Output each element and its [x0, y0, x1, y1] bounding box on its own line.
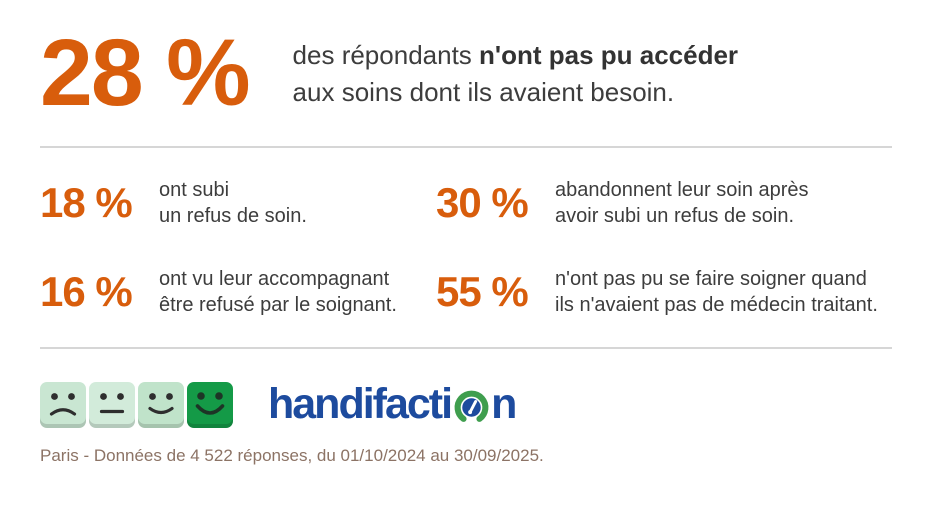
hero-line-1-bold: n'ont pas pu accéder	[479, 39, 739, 70]
wordmark-text-suffix: n	[491, 380, 517, 428]
hero-section: 28 % des répondants n'ont pas pu accéder…	[40, 26, 892, 121]
stat-abandon-soin: 30 % abandonnent leur soin après avoir s…	[436, 177, 892, 229]
smile-face-icon	[138, 381, 184, 428]
stat-refus-de-soin: 18 % ont subi un refus de soin.	[40, 177, 436, 229]
mood-tiles	[40, 381, 233, 428]
neutral-face-icon	[89, 381, 135, 428]
wordmark-text-prefix: handifacti	[268, 380, 453, 428]
stat-line-2: un refus de soin.	[159, 205, 307, 227]
sad-face-icon	[40, 381, 86, 428]
divider-bottom	[40, 347, 892, 349]
handifaction-wordmark: handifacti n	[268, 380, 517, 429]
hero-percentage: 28 %	[40, 20, 251, 126]
happy-face-icon	[187, 381, 233, 428]
stat-line-1: ont subi	[159, 179, 230, 201]
stat-percentage: 55 %	[436, 268, 529, 315]
hero-line-1: des répondants n'ont pas pu accéder	[293, 37, 739, 74]
stat-line-2: avoir subi un refus de soin.	[555, 205, 795, 227]
gauge-icon	[454, 390, 489, 422]
stat-accompagnant-refuse: 16 % ont vu leur accompagnant être refus…	[40, 266, 436, 318]
hero-line-1-normal: des répondants	[292, 39, 480, 70]
stat-description: ont subi un refus de soin.	[159, 177, 307, 229]
stat-line-1: n'ont pas pu se faire soigner quand	[555, 268, 867, 290]
stat-line-2: être refusé par le soignant.	[159, 294, 397, 316]
hero-description: des répondants n'ont pas pu accéder aux …	[293, 37, 739, 111]
footer-source-note: Paris - Données de 4 522 réponses, du 01…	[40, 446, 544, 465]
stats-grid: 18 % ont subi un refus de soin. 30 % aba…	[40, 177, 892, 318]
stat-line-2: ils n'avaient pas de médecin traitant.	[555, 294, 878, 316]
stat-line-1: abandonnent leur soin après	[555, 179, 809, 201]
stat-percentage: 30 %	[436, 179, 529, 226]
stat-percentage: 18 %	[40, 179, 133, 226]
stat-description: n'ont pas pu se faire soigner quand ils …	[555, 266, 878, 318]
stat-description: abandonnent leur soin après avoir subi u…	[555, 177, 809, 229]
infographic: 28 % des répondants n'ont pas pu accéder…	[0, 26, 930, 466]
divider-top	[40, 146, 892, 148]
stat-line-1: ont vu leur accompagnant	[159, 268, 390, 290]
stat-medecin-traitant: 55 % n'ont pas pu se faire soigner quand…	[436, 266, 892, 318]
stat-percentage: 16 %	[40, 268, 133, 315]
handifaction-logo: handifacti n	[40, 380, 892, 429]
stat-description: ont vu leur accompagnant être refusé par…	[159, 266, 397, 318]
hero-line-2: aux soins dont ils avaient besoin.	[292, 76, 675, 107]
